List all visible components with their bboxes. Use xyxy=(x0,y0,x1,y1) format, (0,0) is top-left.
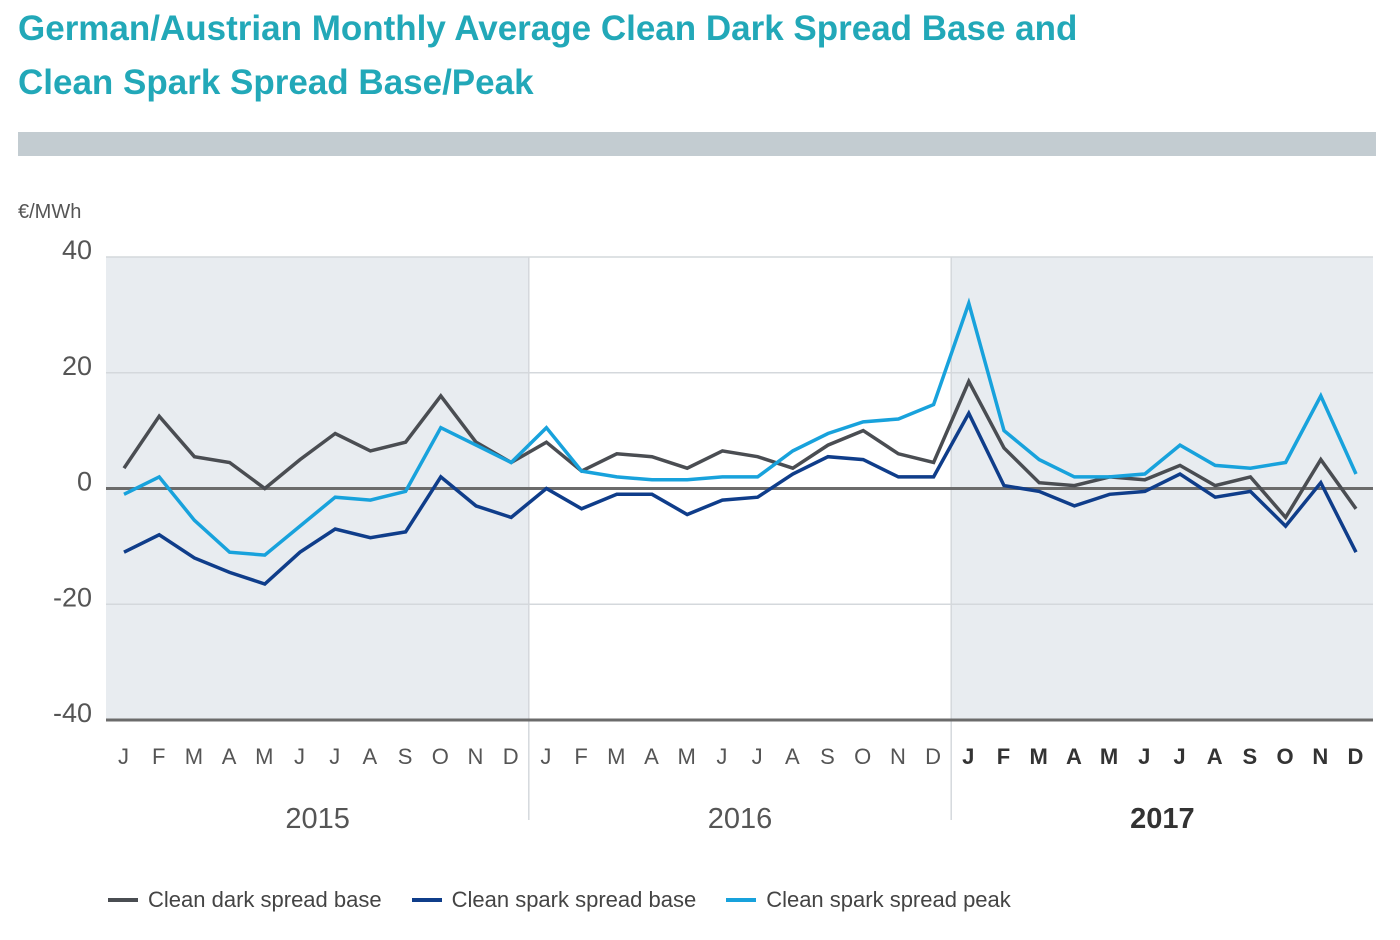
legend-item: Clean dark spread base xyxy=(108,887,382,913)
chart-title: German/Austrian Monthly Average Clean Da… xyxy=(18,2,1358,110)
x-tick-label-month: M xyxy=(1100,744,1119,769)
x-tick-label-month: O xyxy=(432,744,450,769)
legend-swatch xyxy=(726,898,757,902)
x-tick-label-month: M xyxy=(607,744,626,769)
x-tick-label-month: S xyxy=(820,744,836,769)
title-divider-bar xyxy=(18,132,1376,156)
year-label-2017: 2017 xyxy=(1130,803,1195,835)
x-tick-label-month: F xyxy=(152,744,166,769)
x-tick-label-month: F xyxy=(574,744,588,769)
x-tick-label-month: D xyxy=(1348,744,1365,769)
x-tick-label-month: N xyxy=(468,744,485,769)
legend-label: Clean spark spread peak xyxy=(766,887,1011,912)
x-tick-label-month: A xyxy=(644,744,660,769)
y-tick-label: 20 xyxy=(62,351,92,381)
x-tick-label-month: A xyxy=(1066,744,1083,769)
x-tick-label-month: J xyxy=(329,744,341,769)
x-tick-label-month: M xyxy=(678,744,697,769)
x-tick-label-month: S xyxy=(398,744,414,769)
x-tick-label-month: A xyxy=(363,744,379,769)
year-label-2015: 2015 xyxy=(285,803,350,835)
year-label-2016: 2016 xyxy=(708,803,773,835)
x-tick-label-month: J xyxy=(294,744,306,769)
x-tick-label-month: S xyxy=(1243,744,1259,769)
x-tick-label-month: D xyxy=(925,744,942,769)
legend-item: Clean spark spread peak xyxy=(726,887,1011,913)
series-line-clean-spark-spread-base xyxy=(123,409,1358,586)
legend-label: Clean dark spread base xyxy=(148,887,382,912)
x-tick-label-month: O xyxy=(854,744,872,769)
x-tick-label-month: M xyxy=(185,744,204,769)
series-line-clean-dark-spread-base xyxy=(122,377,1358,521)
x-tick-label-month: J xyxy=(1173,744,1186,769)
legend-swatch xyxy=(108,898,138,902)
chart-title-line-2: Clean Spark Spread Base/Peak xyxy=(18,63,534,102)
x-tick-label-month: N xyxy=(890,744,907,769)
y-tick-label: 0 xyxy=(77,467,92,497)
x-tick-label-month: J xyxy=(540,744,552,769)
x-tick-label-month: F xyxy=(997,744,1011,769)
x-tick-label-month: O xyxy=(1277,744,1295,769)
x-tick-label-month: J xyxy=(752,744,764,769)
x-tick-label-month: A xyxy=(222,744,238,769)
x-tick-label-month: M xyxy=(255,744,274,769)
y-axis-unit-label: €/MWh xyxy=(18,201,81,223)
y-tick-label: 40 xyxy=(62,235,92,265)
x-tick-label-month: D xyxy=(503,744,520,769)
x-tick-label-month: J xyxy=(962,744,975,769)
y-tick-label: -20 xyxy=(53,582,92,612)
chart-legend: Clean dark spread base Clean spark spread… xyxy=(108,887,1041,913)
legend-swatch xyxy=(411,898,442,902)
x-tick-label-month: M xyxy=(1030,744,1049,769)
y-tick-label: -40 xyxy=(53,698,92,728)
x-tick-label-month: N xyxy=(1312,744,1329,769)
legend-item: Clean spark spread base xyxy=(411,887,697,913)
x-tick-label-month: J xyxy=(716,744,728,769)
x-tick-label-month: J xyxy=(1138,744,1151,769)
chart-title-line-1: German/Austrian Monthly Average Clean Da… xyxy=(18,9,1078,48)
x-tick-label-month: A xyxy=(785,744,801,769)
x-tick-label-month: J xyxy=(118,744,130,769)
series-line-clean-spark-spread-peak xyxy=(123,297,1358,557)
x-tick-label-month: A xyxy=(1207,744,1224,769)
legend-label: Clean spark spread base xyxy=(451,887,697,912)
